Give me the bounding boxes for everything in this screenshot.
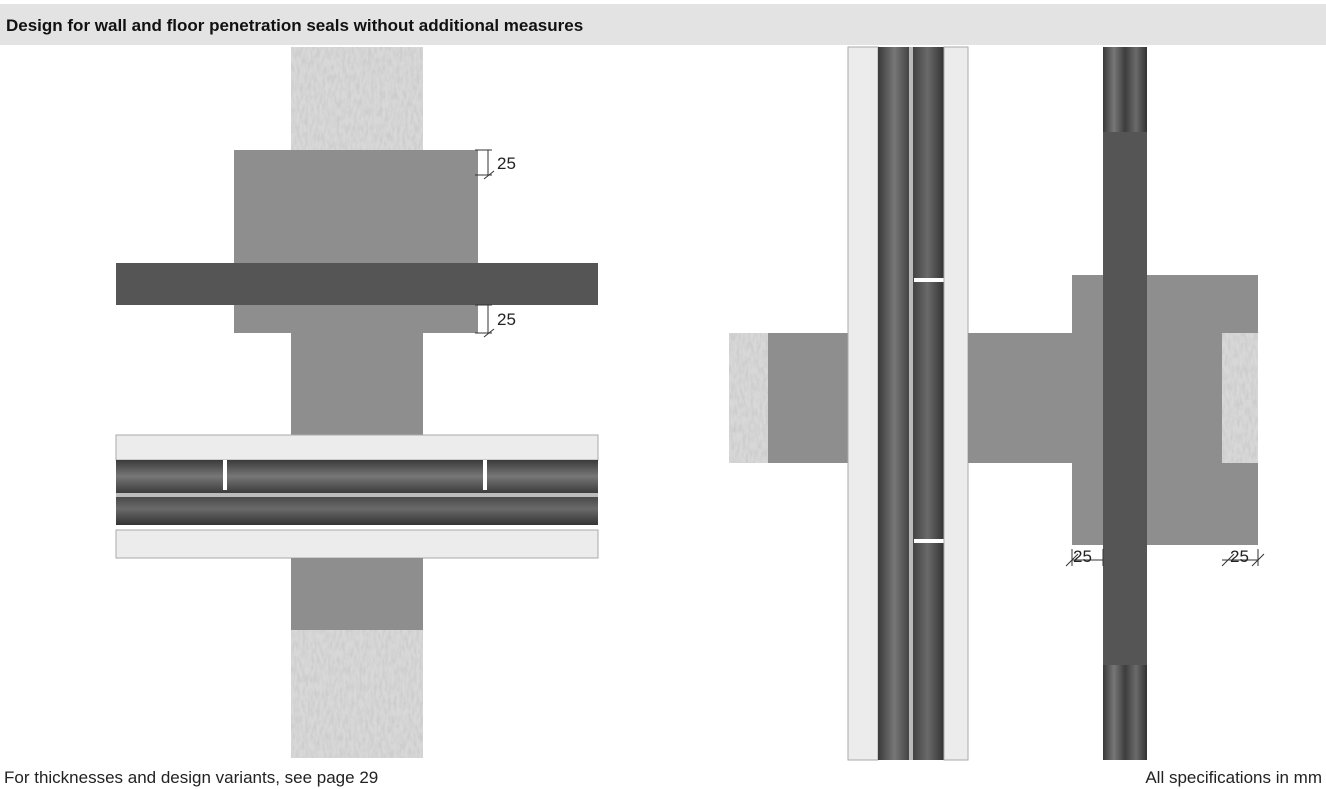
seal (768, 333, 848, 463)
seal (291, 333, 423, 435)
pipe (116, 263, 598, 305)
pipe-ribbed (1103, 47, 1147, 132)
pipe-ribbed (1103, 665, 1147, 760)
concrete (1222, 333, 1258, 463)
right-drawing: 25 25 (729, 47, 1264, 760)
cable-gap (223, 460, 227, 490)
cable-gap (483, 460, 487, 490)
dimension: 25 (1230, 547, 1249, 566)
cable (116, 460, 598, 525)
seal (291, 558, 423, 630)
cable-insulation (848, 47, 878, 760)
cable-line (909, 47, 913, 760)
cable-insulation (116, 530, 598, 558)
cable-line (116, 493, 598, 497)
seal (968, 333, 1072, 463)
page: Design for wall and floor penetration se… (0, 0, 1326, 789)
dimension: 25 (1073, 547, 1092, 566)
cable-gap (914, 539, 944, 543)
left-drawing: 25 25 (116, 47, 598, 758)
footer-note: For thicknesses and design variants, see… (4, 768, 378, 787)
concrete (729, 333, 768, 463)
pipe (1103, 47, 1147, 760)
dimension: 25 (497, 310, 516, 329)
cable-insulation (116, 435, 598, 460)
seal (234, 150, 478, 333)
dimension: 25 (497, 154, 516, 173)
footer-units: All specifications in mm (1145, 768, 1322, 787)
cable-insulation (944, 47, 968, 760)
title: Design for wall and floor penetration se… (6, 16, 583, 35)
concrete (291, 630, 423, 758)
cable-gap (914, 278, 944, 282)
